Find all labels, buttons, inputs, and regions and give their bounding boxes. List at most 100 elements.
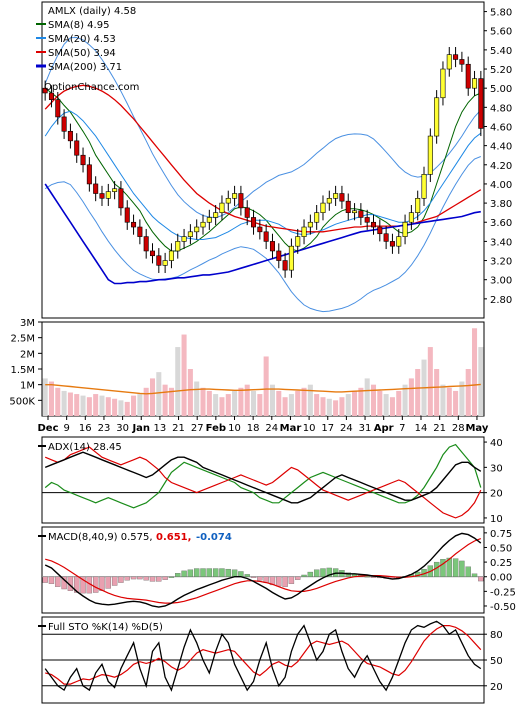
volume-bar [333, 400, 339, 416]
candle-body [187, 231, 193, 237]
macd-histogram-bar [452, 558, 459, 577]
candle-body [301, 226, 307, 237]
price-axis-label-13: 3.20 [490, 257, 512, 268]
candle-body [175, 241, 181, 252]
x-tick-label-21: 21 [433, 423, 446, 434]
candle-body [326, 198, 332, 204]
volume-bar [326, 398, 332, 416]
candle-body [149, 250, 156, 257]
candle-body [339, 193, 345, 202]
candle-body [446, 54, 452, 70]
volume-bar [162, 384, 168, 416]
sma-line-sma20 [44, 110, 482, 240]
candle-body [415, 198, 421, 213]
macd-histogram-bar [187, 569, 194, 577]
macd-histogram-bar [276, 576, 282, 587]
legend-entry-3: SMA(50) 3.94 [48, 48, 116, 59]
macd-histogram-bar [143, 576, 149, 581]
legend-entry-0: AMLX (daily) 4.58 [48, 6, 136, 17]
macd-histogram-bar [105, 576, 111, 589]
volume-bar [232, 390, 238, 416]
candle-body [55, 99, 61, 118]
x-tick-label-15: 17 [321, 423, 334, 434]
macd-histogram-bar [244, 574, 250, 577]
candle-body [453, 54, 459, 60]
volume-bar [465, 369, 471, 416]
volume-bar [143, 387, 149, 416]
candle-body [370, 221, 377, 228]
candle-body [86, 164, 92, 185]
watermark-text: OptionChance.com [44, 82, 139, 93]
volume-bar [307, 384, 313, 416]
price-axis-label-4: 5.00 [490, 84, 512, 95]
volume-bar [42, 378, 48, 416]
volume-bar [427, 347, 433, 416]
x-tick-label-8: 27 [191, 423, 204, 434]
volume-bar [396, 390, 402, 416]
price-panel [41, 1, 485, 319]
volume-bar [339, 397, 345, 416]
x-tick-label-10: 10 [228, 423, 241, 434]
candle-body [232, 193, 238, 199]
volume-bar [370, 384, 377, 416]
x-tick-label-0: Dec [37, 423, 58, 434]
candle-body [137, 226, 143, 237]
volume-bar [149, 378, 156, 416]
candle-body [219, 202, 225, 213]
candle-body [345, 200, 351, 213]
candle-body [364, 217, 370, 223]
candle-body [93, 183, 99, 194]
x-tick-label-5: Jan [131, 423, 150, 434]
candle-body [459, 59, 465, 65]
macd-histogram-bar [80, 576, 86, 594]
volume-bar [124, 401, 130, 416]
macd-legend-0: MACD(8,40,9) 0.575, [48, 532, 153, 543]
stochastic-k-line [44, 620, 482, 692]
volume-tick-label-1: 2.5M [10, 334, 35, 345]
sma-line-sma200 [44, 183, 481, 285]
candle-body [358, 210, 364, 218]
volume-bar [67, 392, 73, 416]
volume-bar [358, 387, 364, 416]
macd-legend-1: 0.651, [156, 532, 191, 543]
macd-histogram-bar [168, 576, 175, 578]
volume-bar [383, 394, 389, 416]
candle-body [194, 226, 200, 233]
volume-tick-label-5: 500K [9, 396, 35, 407]
volume-tick-label-0: 3M [20, 318, 35, 329]
volume-bar [314, 394, 320, 416]
volume-bar [301, 387, 307, 416]
volume-bar [446, 387, 452, 416]
candle-body [465, 63, 471, 89]
candle-body [118, 188, 124, 209]
candle-body [263, 231, 269, 242]
macd-histogram-bar [219, 568, 225, 577]
candle-body [396, 236, 402, 247]
volume-bar [288, 394, 294, 416]
candle-body [251, 217, 257, 228]
volume-bar [257, 394, 263, 416]
volume-bar [225, 394, 231, 416]
price-axis-label-9: 4.00 [490, 180, 512, 191]
candle-body [156, 255, 162, 266]
macd-histogram-bar [288, 576, 295, 584]
volume-bar [364, 378, 370, 416]
macd-axis-label-4: -0.25 [490, 587, 516, 598]
volume-bar [187, 369, 193, 416]
macd-histogram-bar [42, 576, 48, 583]
candle-body [74, 140, 80, 156]
candle-body [67, 130, 73, 142]
adx-panel [41, 436, 485, 524]
volume-bar [251, 390, 257, 416]
volume-bar [86, 397, 92, 416]
x-tick-label-14: 10 [303, 423, 316, 434]
candle-body [61, 116, 67, 132]
candle-body [276, 250, 282, 261]
macd-legend-2: -0.074 [196, 532, 232, 543]
macd-histogram-bar [99, 576, 105, 591]
macd-histogram-bar [225, 568, 231, 577]
volume-bar [99, 395, 105, 416]
price-axis-label-12: 3.40 [490, 237, 512, 248]
macd-histogram-bar [471, 573, 478, 577]
volume-bar [389, 397, 395, 416]
